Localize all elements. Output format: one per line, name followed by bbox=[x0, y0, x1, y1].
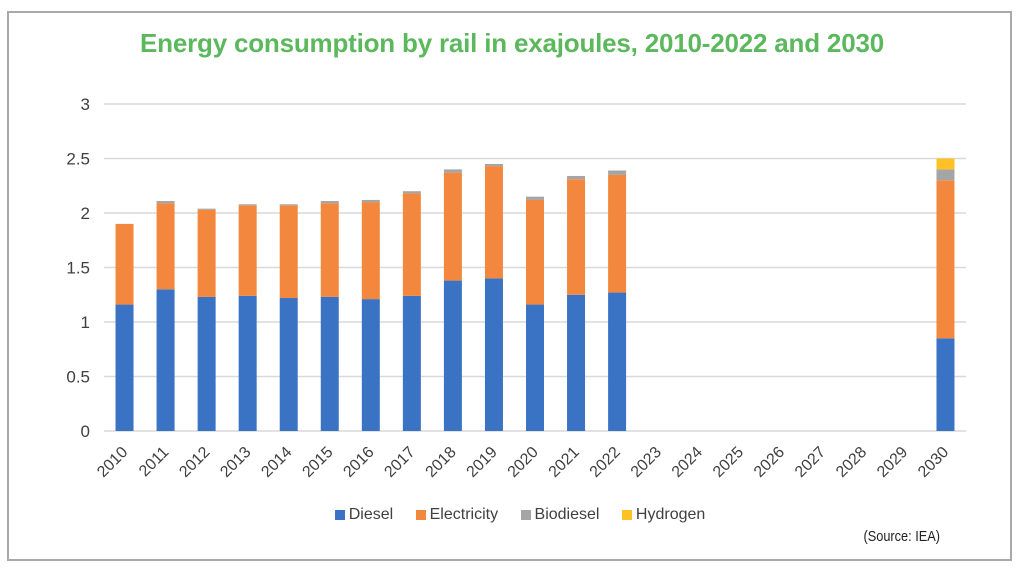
x-tick-label: 2030 bbox=[915, 444, 952, 481]
y-tick-label: 2.5 bbox=[66, 150, 90, 169]
bar-diesel-2019 bbox=[484, 278, 503, 431]
bar-electricity-2012 bbox=[197, 209, 216, 297]
x-tick-label: 2028 bbox=[833, 444, 870, 481]
bar-biodiesel-2013 bbox=[238, 204, 257, 206]
legend: Diesel Electricity Biodiesel Hydrogen bbox=[0, 506, 1024, 525]
bar-electricity-2021 bbox=[567, 179, 586, 295]
bar-diesel-2015 bbox=[320, 296, 339, 431]
x-tick-label: 2022 bbox=[587, 444, 624, 481]
x-tick-label: 2026 bbox=[751, 444, 788, 481]
y-tick-label: 2 bbox=[81, 204, 90, 223]
bar-diesel-2011 bbox=[156, 289, 175, 431]
legend-label-hydrogen: Hydrogen bbox=[635, 506, 706, 523]
bar-electricity-2022 bbox=[608, 174, 627, 293]
bar-diesel-2016 bbox=[361, 299, 380, 431]
bar-diesel-2014 bbox=[279, 298, 298, 431]
legend-label-diesel: Diesel bbox=[348, 506, 394, 523]
x-tick-label: 2027 bbox=[792, 444, 829, 481]
bar-biodiesel-2018 bbox=[443, 169, 462, 173]
bar-electricity-2016 bbox=[361, 202, 380, 300]
x-tick-label: 2011 bbox=[136, 444, 172, 480]
legend-label-electricity: Electricity bbox=[429, 506, 499, 523]
bar-electricity-2011 bbox=[156, 203, 175, 290]
x-tick-label: 2014 bbox=[258, 444, 295, 481]
y-tick-label: 1 bbox=[81, 313, 90, 332]
chart-title: Energy consumption by rail in exajoules,… bbox=[140, 28, 884, 58]
y-tick-label: 0 bbox=[81, 422, 90, 441]
x-tick-label: 2016 bbox=[340, 444, 377, 481]
x-tick-label: 2017 bbox=[381, 444, 418, 481]
bar-diesel-2022 bbox=[608, 292, 627, 431]
x-tick-label: 2021 bbox=[546, 444, 583, 481]
x-tick-label: 2015 bbox=[299, 444, 336, 481]
bar-diesel-2012 bbox=[197, 296, 216, 431]
legend-swatch-diesel bbox=[334, 510, 345, 520]
x-tick-label: 2020 bbox=[505, 444, 542, 481]
legend-item-electricity: Electricity bbox=[415, 506, 499, 524]
bar-hydrogen-2030 bbox=[936, 158, 955, 170]
x-tick-label: 2013 bbox=[217, 444, 254, 481]
bar-electricity-2030 bbox=[936, 180, 955, 339]
bar-electricity-2010 bbox=[115, 223, 134, 305]
bar-diesel-2013 bbox=[238, 295, 257, 431]
legend-swatch-hydrogen bbox=[621, 510, 632, 520]
bar-diesel-2017 bbox=[402, 295, 421, 431]
y-tick-label: 3 bbox=[81, 95, 90, 114]
bar-biodiesel-2030 bbox=[936, 169, 955, 181]
x-tick-label: 2019 bbox=[464, 444, 501, 481]
bar-biodiesel-2021 bbox=[567, 175, 586, 180]
bar-biodiesel-2020 bbox=[526, 196, 544, 200]
x-tick-label: 2025 bbox=[710, 444, 747, 481]
bar-electricity-2015 bbox=[320, 203, 339, 297]
x-tick-label: 2010 bbox=[94, 444, 131, 481]
bar-biodiesel-2017 bbox=[402, 191, 421, 194]
bar-electricity-2020 bbox=[526, 199, 544, 305]
x-tick-label: 2029 bbox=[874, 444, 911, 481]
bar-diesel-2020 bbox=[526, 304, 544, 431]
bar-biodiesel-2019 bbox=[484, 163, 503, 167]
bar-biodiesel-2015 bbox=[320, 201, 339, 204]
bar-biodiesel-2016 bbox=[361, 199, 380, 203]
bar-biodiesel-2022 bbox=[608, 170, 627, 175]
legend-swatch-biodiesel bbox=[520, 510, 531, 520]
bar-diesel-2021 bbox=[567, 294, 586, 431]
legend-label-biodiesel: Biodiesel bbox=[534, 506, 600, 523]
legend-swatch-electricity bbox=[415, 510, 426, 520]
bar-electricity-2018 bbox=[443, 172, 462, 281]
bar-electricity-2014 bbox=[279, 205, 298, 299]
bar-diesel-2010 bbox=[115, 304, 134, 431]
x-tick-label: 2023 bbox=[628, 444, 665, 481]
y-tick-label: 1.5 bbox=[66, 259, 90, 278]
bar-biodiesel-2012 bbox=[197, 208, 216, 210]
bar-electricity-2013 bbox=[238, 205, 257, 296]
bar-biodiesel-2014 bbox=[279, 204, 298, 206]
bar-biodiesel-2011 bbox=[156, 201, 175, 204]
bar-diesel-2018 bbox=[443, 280, 462, 431]
legend-item-hydrogen: Hydrogen bbox=[621, 506, 706, 524]
bar-electricity-2017 bbox=[402, 193, 421, 296]
legend-item-biodiesel: Biodiesel bbox=[520, 506, 600, 524]
y-tick-label: 0.5 bbox=[66, 368, 90, 387]
x-tick-label: 2012 bbox=[176, 444, 213, 481]
bar-diesel-2030 bbox=[936, 338, 955, 431]
x-tick-label: 2024 bbox=[669, 444, 706, 481]
x-tick-label: 2018 bbox=[423, 444, 460, 481]
legend-item-diesel: Diesel bbox=[334, 506, 394, 524]
bar-electricity-2019 bbox=[484, 166, 503, 279]
source-note: (Source: IEA) bbox=[863, 528, 940, 545]
